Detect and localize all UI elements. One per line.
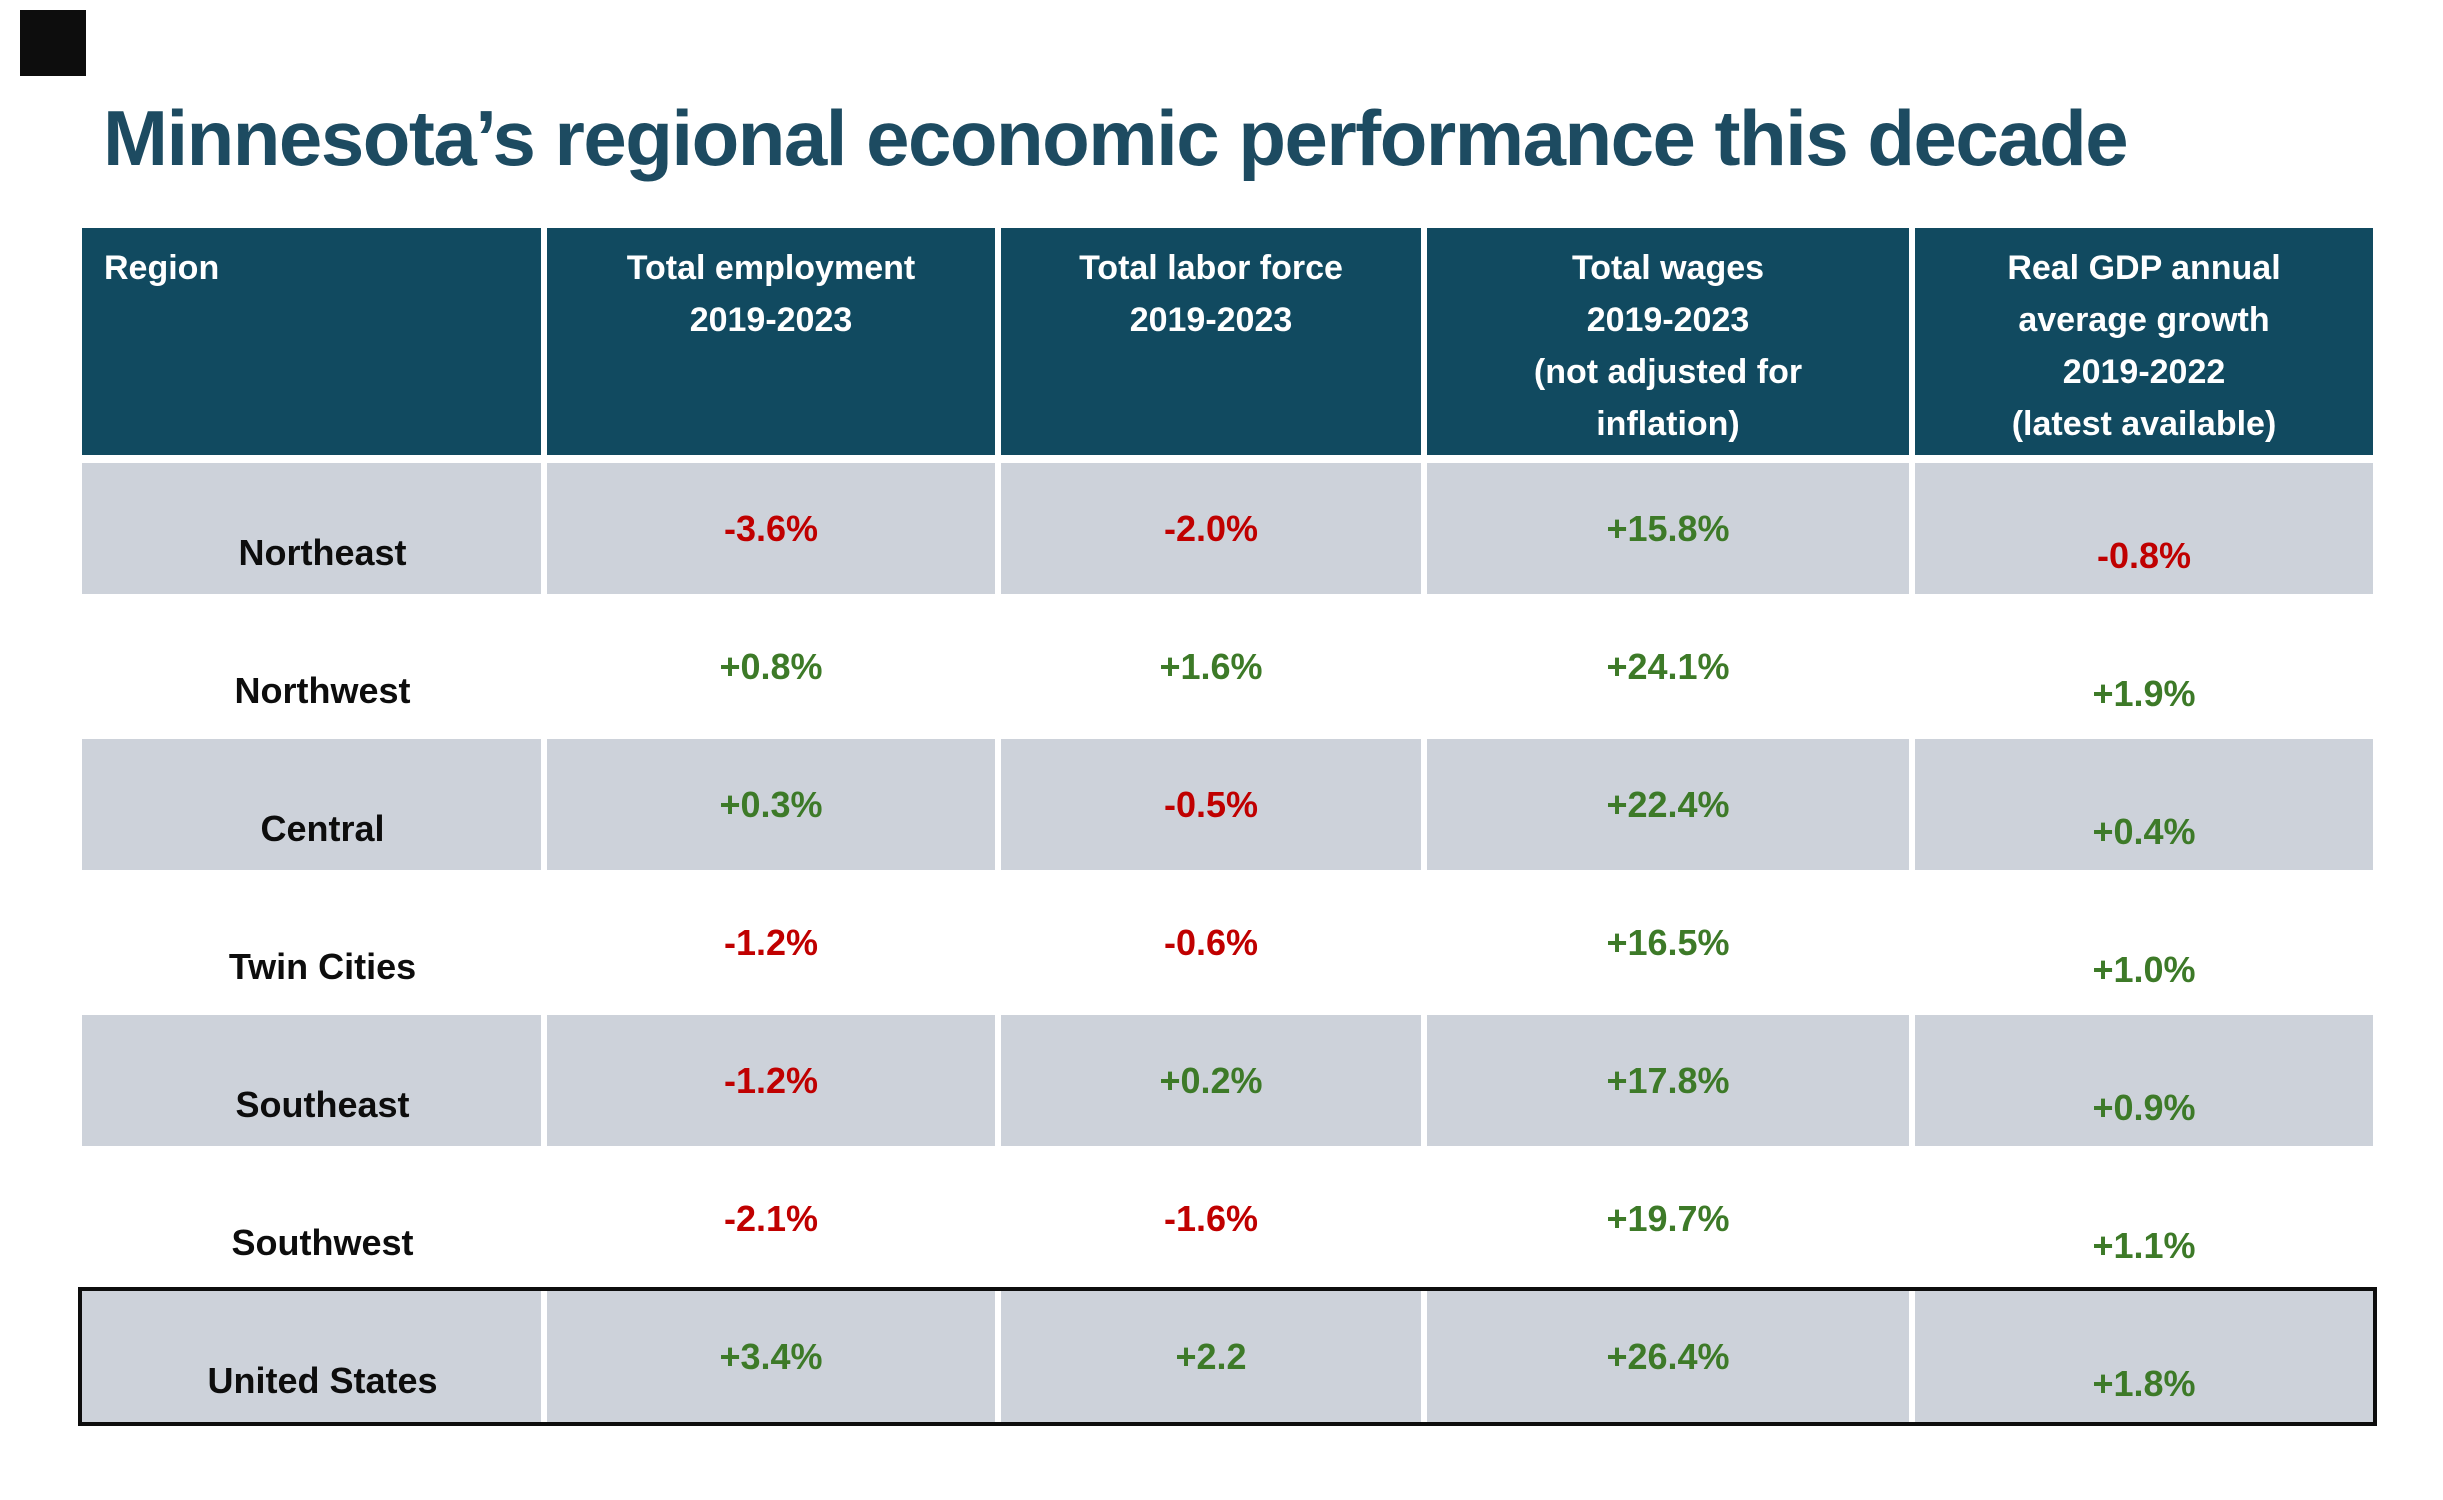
table-row: United States +3.4% +2.2 +26.4% +1.8% (78, 1287, 2377, 1426)
value-cell: -0.6% (1001, 877, 1421, 1008)
region-cell: Northeast (82, 463, 541, 594)
value-cell: +2.2 (1001, 1291, 1421, 1422)
value-cell: +0.3% (547, 739, 995, 870)
region-cell: Northwest (82, 601, 541, 732)
value-cell: -2.0% (1001, 463, 1421, 594)
region-cell: Southeast (82, 1015, 541, 1146)
header-cell-2: Total labor force 2019-2023 (1001, 228, 1421, 455)
value-cell: +22.4% (1427, 739, 1909, 870)
region-cell: Southwest (82, 1153, 541, 1284)
region-cell: Twin Cities (82, 877, 541, 1008)
value-cell: +1.0% (1915, 877, 2373, 1008)
value-cell: +1.9% (1915, 601, 2373, 732)
value-cell: +17.8% (1427, 1015, 1909, 1146)
value-cell: -1.2% (547, 877, 995, 1008)
value-cell: -0.8% (1915, 463, 2373, 594)
value-cell: +15.8% (1427, 463, 1909, 594)
table-row: Southwest -2.1% -1.6% +19.7% +1.1% (82, 1153, 2373, 1284)
table-row: Southeast -1.2% +0.2% +17.8% +0.9% (82, 1015, 2373, 1146)
table-header-row: Region Total employment 2019-2023 Total la… (82, 228, 2373, 455)
value-cell: +26.4% (1427, 1291, 1909, 1422)
value-cell: +0.9% (1915, 1015, 2373, 1146)
value-cell: +3.4% (547, 1291, 995, 1422)
header-cell-0: Region (82, 228, 541, 455)
value-cell: +0.2% (1001, 1015, 1421, 1146)
header-cell-4: Real GDP annual average growth 2019-2022… (1915, 228, 2373, 455)
page-title: Minnesota’s regional economic performanc… (103, 94, 2129, 182)
value-cell: +1.6% (1001, 601, 1421, 732)
value-cell: +16.5% (1427, 877, 1909, 1008)
value-cell: -3.6% (547, 463, 995, 594)
value-cell: +0.8% (547, 601, 995, 732)
value-cell: +19.7% (1427, 1153, 1909, 1284)
value-cell: -2.1% (547, 1153, 995, 1284)
region-cell: Central (82, 739, 541, 870)
value-cell: +1.1% (1915, 1153, 2373, 1284)
value-cell: +24.1% (1427, 601, 1909, 732)
value-cell: -0.5% (1001, 739, 1421, 870)
table-row: Twin Cities -1.2% -0.6% +16.5% +1.0% (82, 877, 2373, 1008)
value-cell: +0.4% (1915, 739, 2373, 870)
value-cell: -1.6% (1001, 1153, 1421, 1284)
table-body: Northeast -3.6% -2.0% +15.8% -0.8% Northwest +… (78, 463, 2377, 1426)
value-cell: -1.2% (547, 1015, 995, 1146)
table-row: Northwest +0.8% +1.6% +24.1% +1.9% (82, 601, 2373, 732)
region-cell: United States (82, 1291, 541, 1422)
header-cell-3: Total wages 2019-2023 (not adjusted for … (1427, 228, 1909, 455)
economic-performance-table: Region Total employment 2019-2023 Total la… (78, 228, 2377, 1426)
table-row: Central +0.3% -0.5% +22.4% +0.4% (82, 739, 2373, 870)
corner-mark-square (20, 10, 86, 76)
value-cell: +1.8% (1915, 1291, 2373, 1422)
header-cell-1: Total employment 2019-2023 (547, 228, 995, 455)
table-row: Northeast -3.6% -2.0% +15.8% -0.8% (82, 463, 2373, 594)
